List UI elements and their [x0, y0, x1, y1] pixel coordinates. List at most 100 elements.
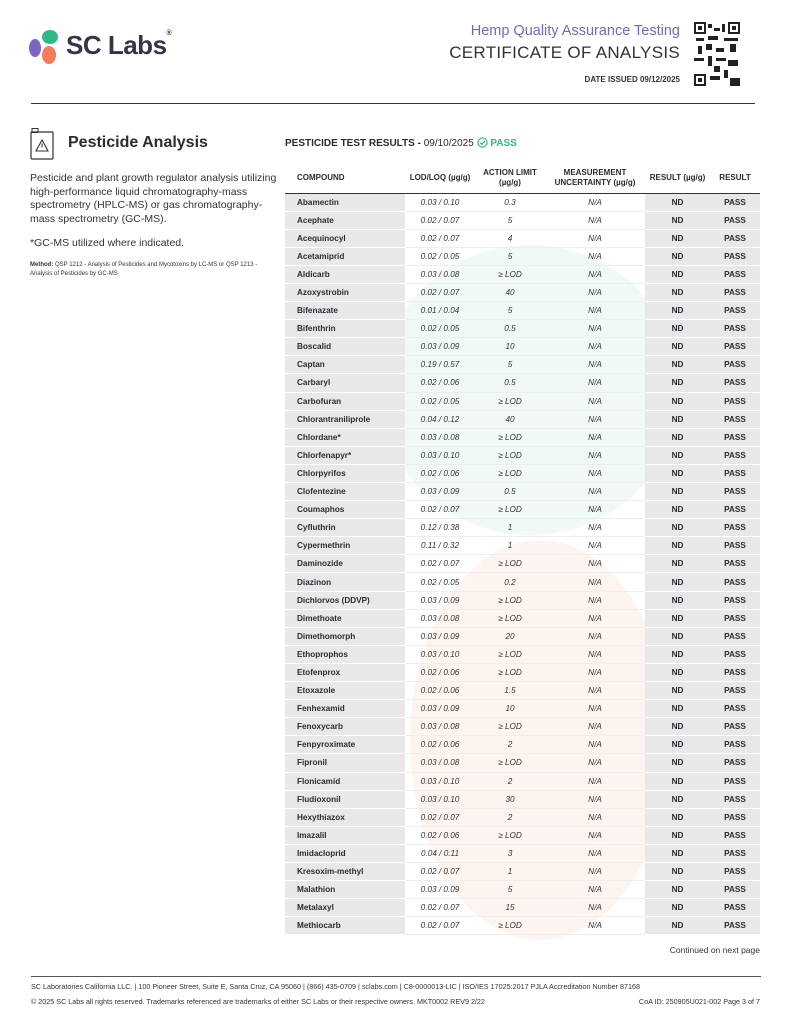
table-row: Ethoprophos 0.03 / 0.10 ≥ LOD N/A ND PASS	[285, 645, 760, 664]
action-limit: 5	[475, 301, 545, 321]
table-row: Acetamiprid 0.02 / 0.05 5 N/A ND PASS	[285, 247, 760, 266]
column-header: MEASUREMENT UNCERTAINTY (µg/g)	[545, 163, 645, 194]
table-row: Imidacloprid 0.04 / 0.11 3 N/A ND PASS	[285, 844, 760, 863]
action-limit: ≥ LOD	[475, 500, 545, 520]
table-row: Fenhexamid 0.03 / 0.09 10 N/A ND PASS	[285, 699, 760, 719]
action-limit: 10	[475, 699, 545, 719]
result-status: PASS	[710, 265, 760, 284]
measurement-uncertainty: N/A	[545, 464, 645, 484]
table-row: Flonicamid 0.03 / 0.10 2 N/A ND PASS	[285, 772, 760, 791]
result-value: ND	[645, 753, 710, 773]
action-limit: ≥ LOD	[475, 609, 545, 628]
result-status: PASS	[710, 663, 760, 683]
check-circle-icon	[476, 137, 488, 148]
lod-loq: 0.12 / 0.38	[405, 518, 475, 538]
results-heading: PESTICIDE TEST RESULTS - 09/10/2025 PASS	[285, 137, 517, 149]
table-row: Dichlorvos (DDVP) 0.03 / 0.09 ≥ LOD N/A ND PA…	[285, 591, 760, 610]
action-limit: ≥ LOD	[475, 753, 545, 773]
action-limit: 1	[475, 862, 545, 882]
lod-loq: 0.03 / 0.09	[405, 337, 475, 357]
action-limit: ≥ LOD	[475, 392, 545, 411]
action-limit: 0.5	[475, 482, 545, 502]
action-limit: ≥ LOD	[475, 464, 545, 484]
compound-name: Metalaxyl	[285, 898, 405, 918]
compound-name: Flonicamid	[285, 772, 405, 791]
compound-name: Cyfluthrin	[285, 518, 405, 538]
action-limit: 0.5	[475, 373, 545, 393]
measurement-uncertainty: N/A	[545, 355, 645, 375]
measurement-uncertainty: N/A	[545, 790, 645, 809]
table-row: Kresoxim-methyl 0.02 / 0.07 1 N/A ND PASS	[285, 862, 760, 882]
measurement-uncertainty: N/A	[545, 916, 645, 936]
result-status: PASS	[710, 862, 760, 882]
lod-loq: 0.03 / 0.08	[405, 609, 475, 628]
compound-name: Ethoprophos	[285, 645, 405, 664]
sc-labs-logo: SC Labs®	[26, 26, 176, 66]
table-row: Daminozide 0.02 / 0.07 ≥ LOD N/A ND PASS	[285, 554, 760, 574]
result-value: ND	[645, 446, 710, 465]
compound-name: Chlorantraniliprole	[285, 410, 405, 429]
lod-loq: 0.03 / 0.08	[405, 428, 475, 447]
measurement-uncertainty: N/A	[545, 265, 645, 284]
column-header: LOD/LOQ (µg/g)	[405, 163, 475, 194]
measurement-uncertainty: N/A	[545, 862, 645, 882]
action-limit: 2	[475, 735, 545, 755]
result-status: PASS	[710, 464, 760, 484]
result-value: ND	[645, 681, 710, 701]
lod-loq: 0.02 / 0.07	[405, 898, 475, 918]
compound-name: Daminozide	[285, 554, 405, 574]
compound-name: Diazinon	[285, 572, 405, 592]
lod-loq: 0.03 / 0.09	[405, 591, 475, 610]
lod-loq: 0.03 / 0.10	[405, 790, 475, 809]
date-issued: DATE ISSUED 09/12/2025	[584, 75, 680, 84]
method-text: QSP 1212 - Analysis of Pesticides and My…	[30, 262, 258, 277]
footer-copyright: © 2025 SC Labs all rights reserved. Trad…	[31, 997, 485, 1006]
result-status: PASS	[710, 772, 760, 791]
compound-name: Hexythiazox	[285, 808, 405, 827]
result-value: ND	[645, 699, 710, 719]
lod-loq: 0.02 / 0.05	[405, 572, 475, 592]
result-value: ND	[645, 808, 710, 827]
result-value: ND	[645, 627, 710, 646]
action-limit: 4	[475, 229, 545, 248]
action-limit: 0.2	[475, 572, 545, 592]
result-status: PASS	[710, 319, 760, 339]
measurement-uncertainty: N/A	[545, 247, 645, 266]
compound-name: Azoxystrobin	[285, 283, 405, 303]
table-row: Metalaxyl 0.02 / 0.07 15 N/A ND PASS	[285, 898, 760, 918]
lod-loq: 0.03 / 0.09	[405, 699, 475, 719]
action-limit: 0.5	[475, 319, 545, 339]
result-value: ND	[645, 772, 710, 791]
section-description: Pesticide and plant growth regulator ana…	[30, 172, 277, 225]
result-value: ND	[645, 319, 710, 339]
result-status: PASS	[710, 826, 760, 845]
table-row: Cypermethrin 0.11 / 0.32 1 N/A ND PASS	[285, 536, 760, 556]
compound-name: Boscalid	[285, 337, 405, 357]
measurement-uncertainty: N/A	[545, 609, 645, 628]
measurement-uncertainty: N/A	[545, 663, 645, 683]
table-row: Fipronil 0.03 / 0.08 ≥ LOD N/A ND PASS	[285, 753, 760, 773]
table-row: Bifenthrin 0.02 / 0.05 0.5 N/A ND PASS	[285, 319, 760, 339]
compound-name: Clofentezine	[285, 482, 405, 502]
lod-loq: 0.02 / 0.07	[405, 862, 475, 882]
lod-loq: 0.03 / 0.10	[405, 193, 475, 212]
lod-loq: 0.03 / 0.08	[405, 265, 475, 284]
action-limit: 0.3	[475, 193, 545, 212]
lod-loq: 0.02 / 0.06	[405, 373, 475, 393]
table-row: Cyfluthrin 0.12 / 0.38 1 N/A ND PASS	[285, 518, 760, 538]
action-limit: 2	[475, 772, 545, 791]
table-row: Fenoxycarb 0.03 / 0.08 ≥ LOD N/A ND PASS	[285, 717, 760, 737]
continued-note: Continued on next page	[669, 945, 760, 955]
compound-name: Captan	[285, 355, 405, 375]
measurement-uncertainty: N/A	[545, 482, 645, 502]
action-limit: 2	[475, 808, 545, 827]
result-value: ND	[645, 880, 710, 900]
measurement-uncertainty: N/A	[545, 844, 645, 863]
result-status: PASS	[710, 735, 760, 755]
action-limit: 5	[475, 247, 545, 266]
table-row: Imazalil 0.02 / 0.06 ≥ LOD N/A ND PASS	[285, 826, 760, 845]
result-status: PASS	[710, 410, 760, 429]
measurement-uncertainty: N/A	[545, 319, 645, 339]
measurement-uncertainty: N/A	[545, 410, 645, 429]
result-value: ND	[645, 554, 710, 574]
